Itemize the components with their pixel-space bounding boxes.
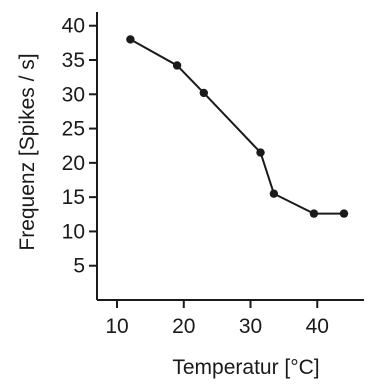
data-point [126,35,135,44]
data-point [309,209,319,218]
series-line [129,38,344,215]
y-tick-label: 25 [62,118,85,141]
data-point [172,61,182,70]
y-tick-label: 15 [62,186,85,209]
x-tick-label: 10 [105,315,128,338]
data-point [269,189,279,198]
y-tick-label: 5 [73,255,85,278]
y-tick-label: 35 [62,49,85,72]
y-axis-label: Frequenz [Spikes / s] [16,53,39,250]
y-tick-label: 40 [62,15,85,38]
plot-area [126,35,349,218]
x-tick-label: 20 [172,315,195,338]
y-tick-label: 30 [62,83,85,106]
x-tick-label: 30 [239,315,262,338]
x-tick-label: 40 [306,315,329,338]
data-point [256,148,265,157]
axes [96,12,364,301]
y-tick-label: 10 [62,220,85,243]
y-tick-label: 20 [62,152,85,175]
x-ticks: 10 20 30 40 [105,300,329,338]
data-point [199,88,208,98]
data-point [339,209,349,218]
y-ticks: 5 10 15 20 25 30 35 40 [62,15,97,278]
x-axis-label: Temperatur [°C] [172,356,319,379]
